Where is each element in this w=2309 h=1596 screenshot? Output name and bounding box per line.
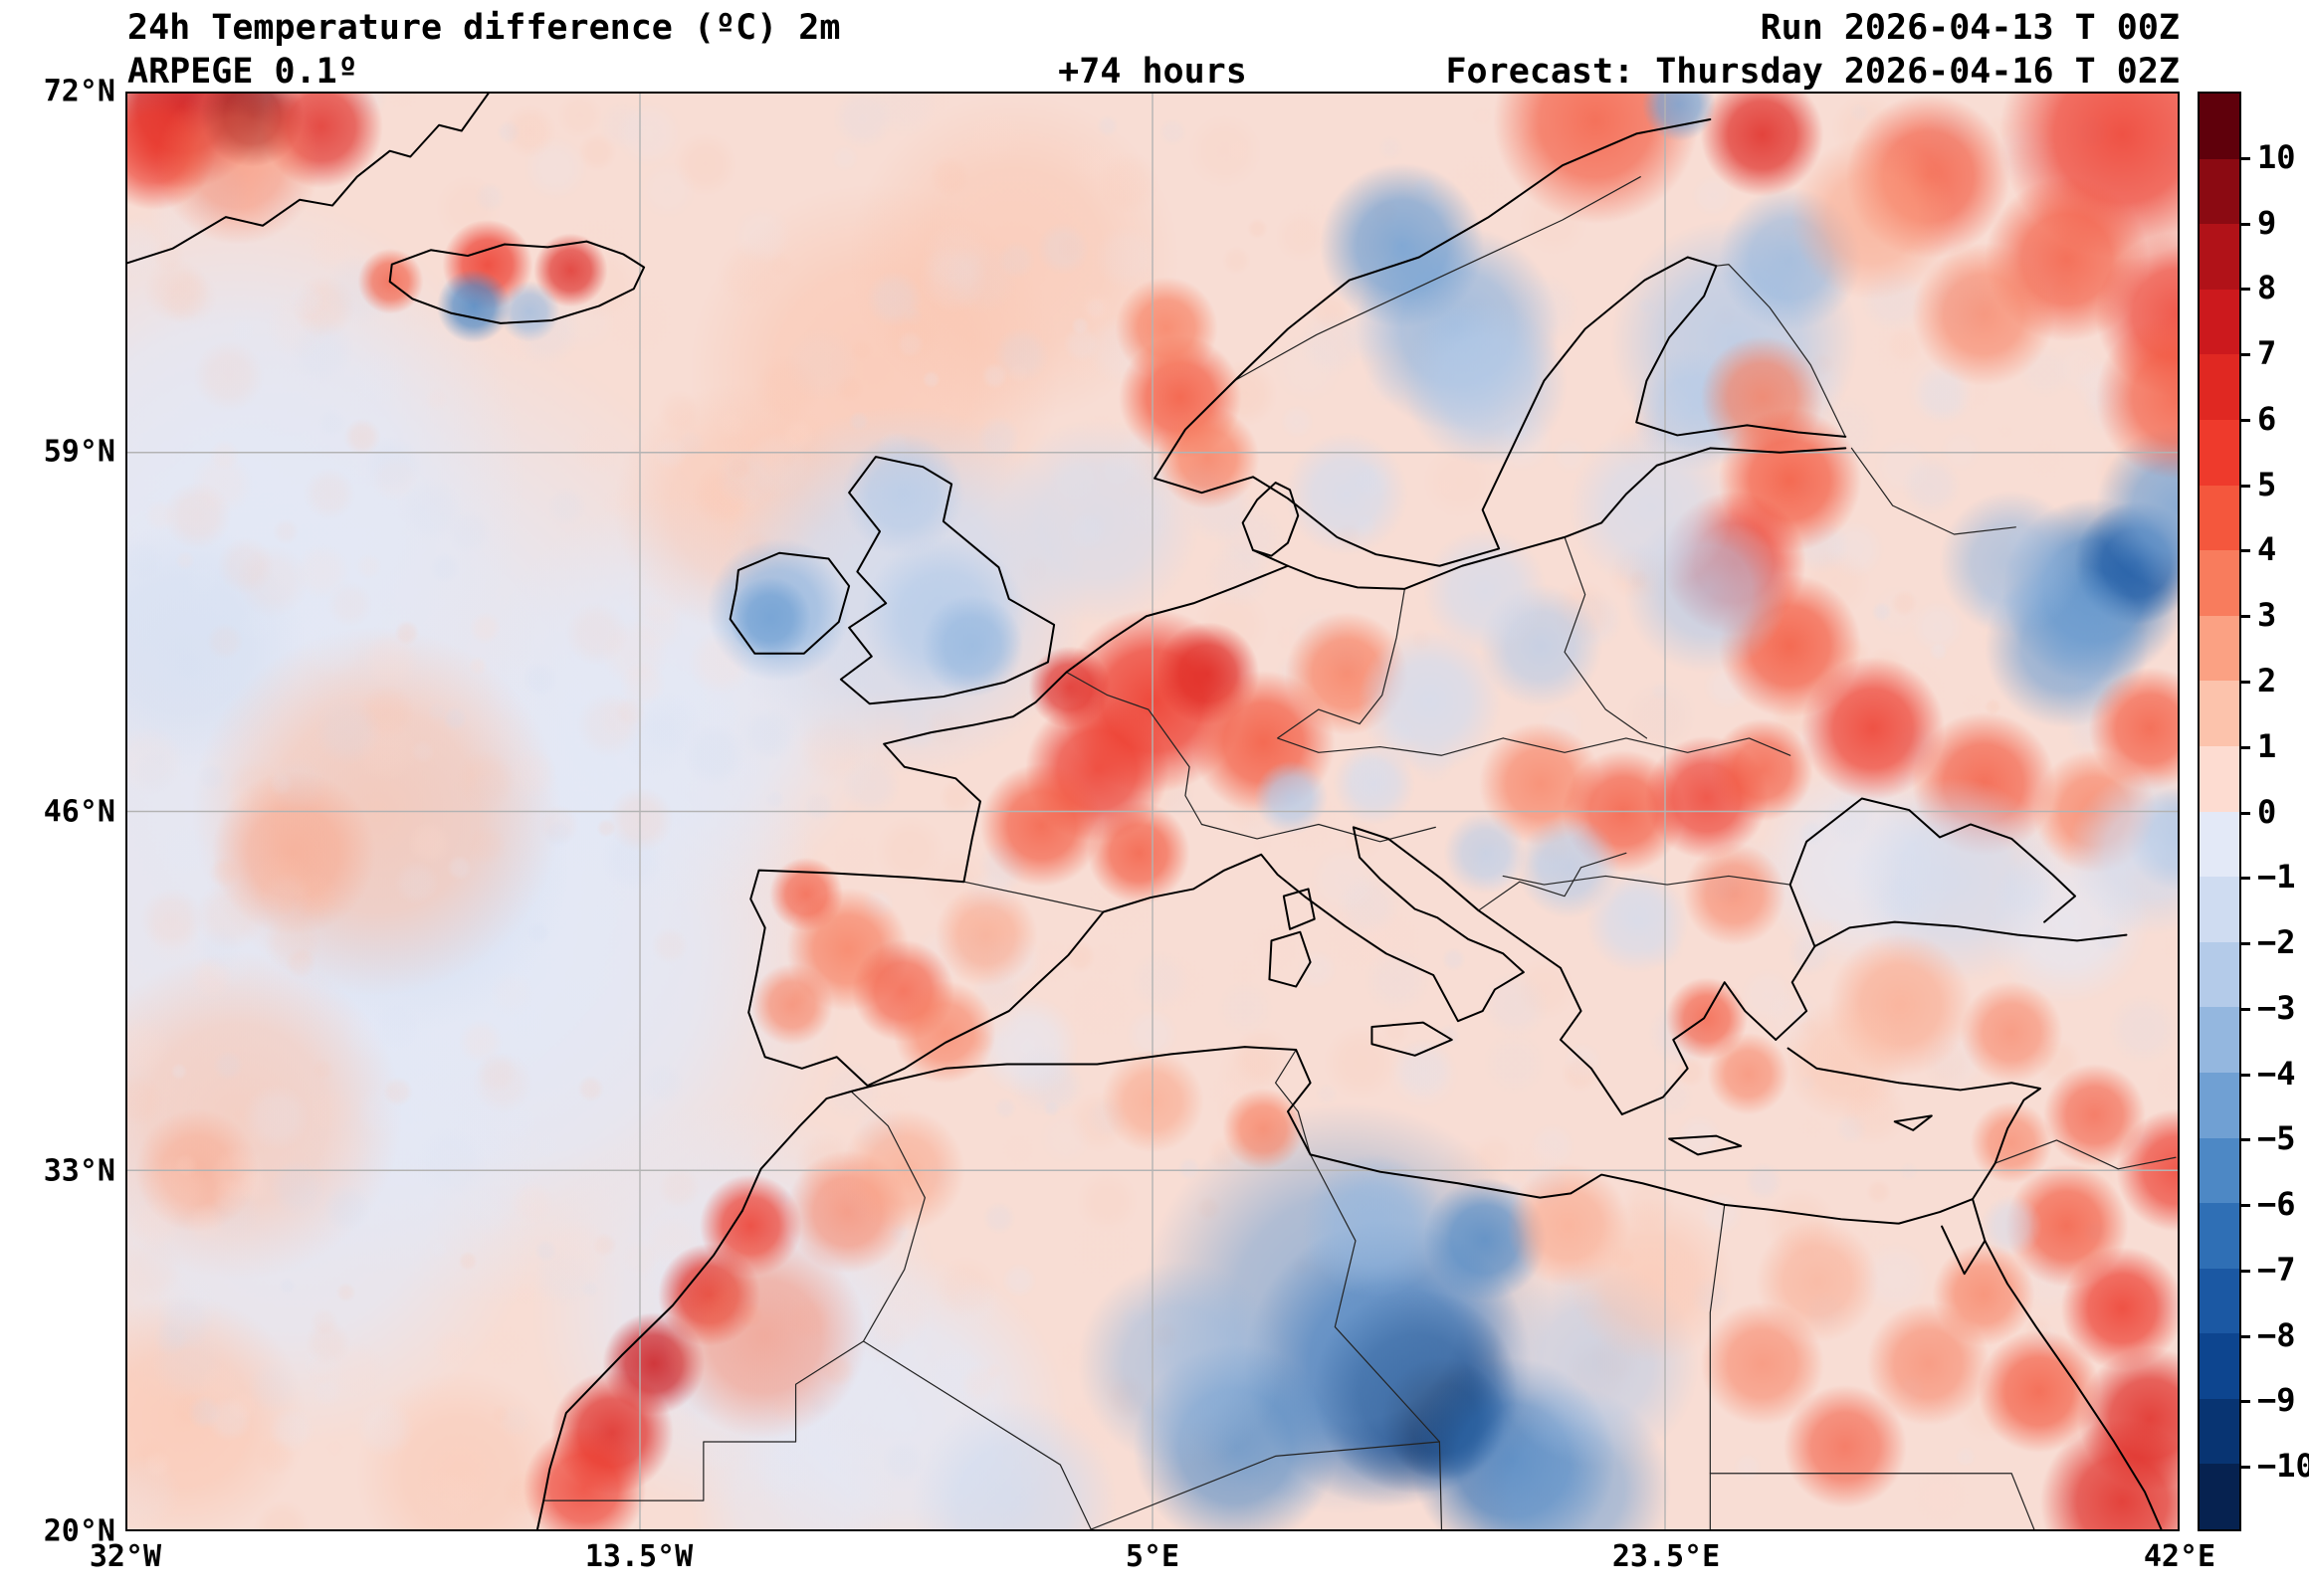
lead-time-label: +74 hours [1058,52,1247,92]
colorbar-segment [2200,1203,2239,1269]
colorbar-tick-label: −9 [2257,1381,2296,1420]
colorbar-tick-mark [2241,1073,2250,1077]
colorbar-segment [2200,877,2239,942]
colorbar-tick-mark [2241,1138,2250,1142]
coastlines [127,94,2162,1529]
colorbar-segment [2200,1137,2239,1204]
colorbar-segment [2200,158,2239,225]
colorbar-tick-label: 7 [2257,334,2277,373]
graticule-gridlines [127,94,2178,1529]
x-axis-tick: 32°W [89,1539,162,1574]
colorbar-tick-mark [2241,1466,2250,1470]
colorbar-segment [2200,941,2239,1008]
y-axis-tick: 72°N [43,74,115,109]
colorbar-tick-label: 3 [2257,596,2277,635]
colorbar-tick-label: 9 [2257,203,2277,242]
colorbar-tick-label: −5 [2257,1119,2296,1158]
colorbar-tick-label: −6 [2257,1185,2296,1224]
colorbar-segment [2200,1072,2239,1138]
y-axis-tick: 33°N [43,1153,115,1189]
colorbar-tick-label: −1 [2257,858,2296,897]
colorbar-tick-label: −10 [2257,1447,2309,1486]
chart-title: 24h Temperature difference (ºC) 2m [127,8,841,48]
colorbar-tick-mark [2241,418,2250,422]
colorbar-tick-mark [2241,1334,2250,1338]
country-borders [543,177,2176,1529]
x-axis-tick: 13.5°W [584,1539,694,1574]
run-label: Run 2026-04-13 T 00Z [1760,8,2180,48]
y-axis-tick: 46°N [43,794,115,829]
x-axis-tick: 23.5°E [1611,1539,1721,1574]
colorbar-tick-label: −4 [2257,1054,2296,1093]
colorbar-tick-mark [2241,549,2250,553]
colorbar-segment [2200,289,2239,355]
colorbar-segment [2200,94,2239,159]
colorbar-tick-mark [2241,1204,2250,1208]
colorbar-tick-mark [2241,615,2250,619]
colorbar-tick-label: 6 [2257,399,2277,438]
colorbar-tick-mark [2241,353,2250,357]
colorbar-tick-mark [2241,877,2250,881]
colorbar-segment [2200,811,2239,878]
colorbar-segment [2200,224,2239,290]
colorbar-tick-label: −3 [2257,988,2296,1027]
colorbar-segment [2200,550,2239,616]
colorbar-tick-mark [2241,680,2250,684]
colorbar-segment [2200,1464,2239,1530]
colorbar-tick-label: −7 [2257,1250,2296,1289]
colorbar [2198,92,2241,1531]
colorbar-tick-mark [2241,942,2250,946]
colorbar-segment [2200,745,2239,812]
colorbar-tick-label: 4 [2257,530,2277,569]
model-label: ARPEGE 0.1º [127,52,358,92]
forecast-label: Forecast: Thursday 2026-04-16 T 02Z [1445,52,2180,92]
map-overlay [127,94,2178,1529]
colorbar-tick-mark [2241,1400,2250,1404]
colorbar-tick-label: 10 [2257,137,2296,176]
colorbar-tick-mark [2241,1269,2250,1273]
colorbar-segment [2200,485,2239,551]
colorbar-segment [2200,419,2239,486]
colorbar-segment [2200,681,2239,746]
colorbar-tick-label: 0 [2257,792,2277,831]
colorbar-segment [2200,1007,2239,1073]
x-axis-tick: 42°E [2143,1539,2216,1574]
colorbar-tick-mark [2241,811,2250,815]
colorbar-segment [2200,1268,2239,1334]
colorbar-tick-label: 2 [2257,661,2277,699]
colorbar-tick-mark [2241,156,2250,160]
colorbar-segment [2200,354,2239,420]
map-frame [125,92,2180,1531]
colorbar-tick-mark [2241,222,2250,226]
colorbar-tick-mark [2241,288,2250,292]
y-axis-tick: 59°N [43,434,115,470]
colorbar-tick-mark [2241,745,2250,749]
colorbar-segment [2200,615,2239,682]
colorbar-segment [2200,1398,2239,1465]
colorbar-tick-label: −8 [2257,1315,2296,1354]
colorbar-tick-mark [2241,484,2250,488]
colorbar-tick-label: 1 [2257,726,2277,765]
x-axis-tick: 5°E [1125,1539,1180,1574]
colorbar-tick-label: 8 [2257,269,2277,307]
colorbar-segment [2200,1333,2239,1399]
colorbar-tick-label: 5 [2257,465,2277,503]
colorbar-tick-mark [2241,1007,2250,1011]
y-axis-tick: 20°N [43,1513,115,1549]
colorbar-tick-label: −2 [2257,923,2296,962]
